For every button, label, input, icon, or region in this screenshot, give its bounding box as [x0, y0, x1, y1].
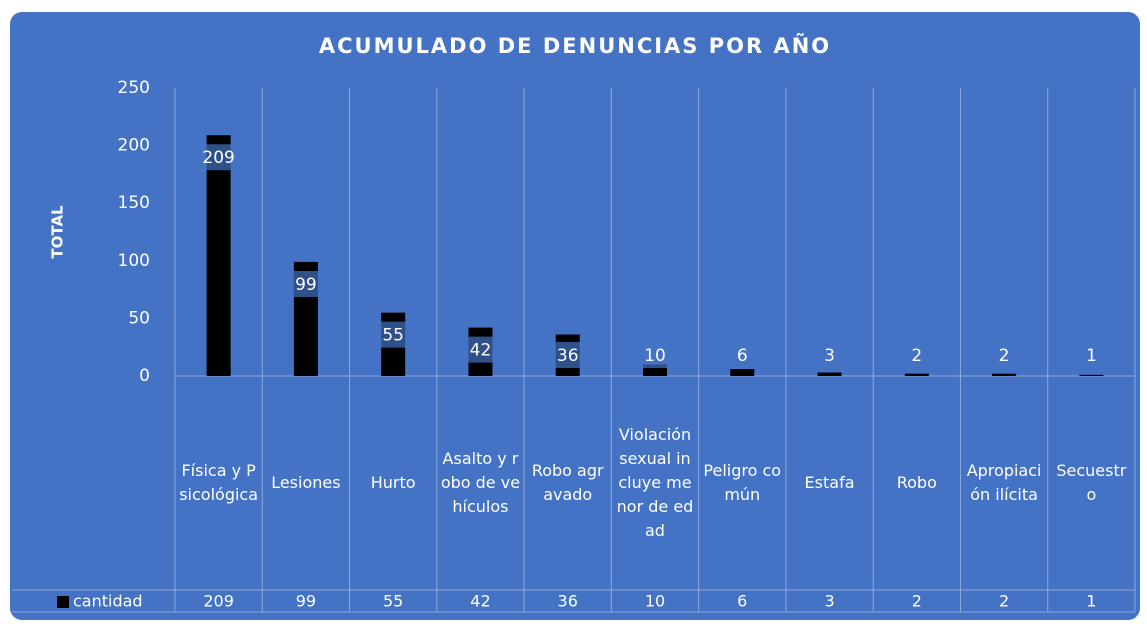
y-tick-label: 150 [118, 193, 150, 213]
table-value: 2 [912, 592, 922, 611]
y-tick-label: 250 [118, 78, 150, 98]
data-label: 6 [737, 346, 748, 366]
table-value: 42 [470, 592, 490, 611]
table-value: 1 [1086, 592, 1096, 611]
x-tick-label: Apropiación ilícita [966, 461, 1042, 504]
data-label-box [549, 342, 586, 368]
bar [904, 373, 929, 376]
data-label-box [375, 321, 412, 348]
table-value: 3 [824, 592, 834, 611]
y-tick-label: 200 [118, 136, 150, 156]
x-tick-label: Robo agravado [531, 461, 604, 504]
bar [206, 135, 231, 376]
table-value: 36 [558, 592, 578, 611]
x-tick-label: Secuestro [1056, 461, 1127, 504]
data-label-box [811, 342, 848, 368]
bar [992, 373, 1017, 376]
bar [643, 364, 667, 376]
bar [1079, 374, 1104, 376]
data-label: 209 [202, 148, 234, 168]
x-tick-label: Estafa [804, 473, 855, 492]
data-label: 2 [999, 346, 1010, 366]
x-tick-label: Peligro común [703, 461, 782, 504]
x-tick-label: Robo [896, 473, 937, 492]
table-value: 10 [645, 592, 665, 611]
legend-swatch [57, 596, 69, 608]
data-label-box [287, 270, 324, 297]
data-label: 36 [557, 346, 579, 366]
bar [817, 372, 842, 376]
data-label: 2 [911, 346, 922, 366]
data-label-box [724, 342, 761, 368]
data-label-box [1073, 342, 1110, 368]
x-tick-label: Violación sexual incluye menor de edad [616, 425, 694, 540]
table-value: 2 [999, 592, 1009, 611]
data-label: 55 [382, 326, 404, 346]
data-label: 3 [824, 346, 835, 366]
y-tick-label: 100 [118, 251, 150, 271]
y-axis-title: TOTAL [49, 205, 67, 259]
data-label-box [200, 144, 237, 171]
legend-label: cantidad [73, 592, 143, 611]
table-value: 99 [296, 592, 316, 611]
x-tick-label: Hurto [370, 473, 416, 492]
bar [730, 369, 755, 376]
y-tick-label: 50 [128, 308, 150, 328]
chart-title: ACUMULADO DE DENUNCIAS POR AÑO [319, 33, 831, 58]
data-label: 42 [470, 341, 492, 361]
x-tick-label: Física y Psicológica [179, 461, 259, 504]
table-value: 55 [383, 592, 403, 611]
data-label-box [462, 336, 499, 363]
x-tick-label: Lesiones [271, 473, 341, 492]
chart-background [10, 12, 1140, 620]
data-label: 1 [1086, 346, 1097, 366]
data-label-box [637, 342, 673, 368]
data-label: 10 [644, 346, 666, 366]
data-label: 99 [295, 275, 317, 295]
data-label-box [986, 342, 1023, 368]
data-label-box [898, 342, 935, 368]
table-value: 209 [203, 592, 234, 611]
x-tick-label: Asalto y robo de vehículos [440, 449, 521, 516]
y-tick-label: 0 [139, 366, 150, 386]
table-value: 6 [737, 592, 747, 611]
